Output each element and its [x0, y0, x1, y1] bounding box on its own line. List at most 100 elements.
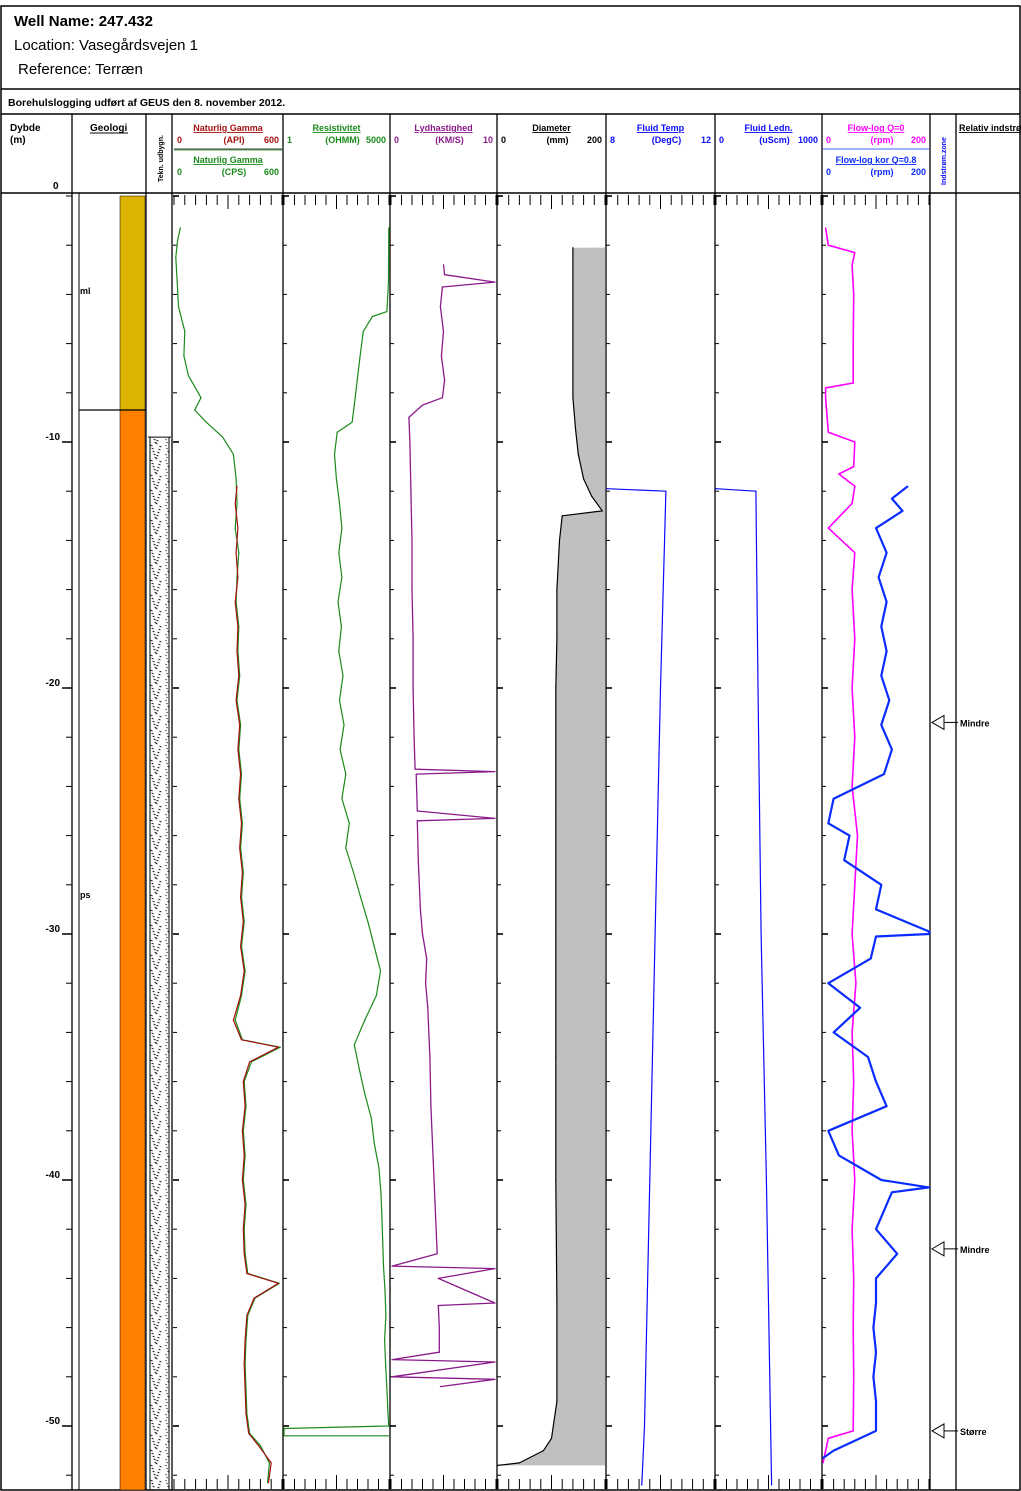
flow-cor-title: Flow-log kor Q=0.8: [836, 155, 917, 165]
point-gamma-api: [240, 896, 242, 898]
point-resistivity: [335, 478, 337, 480]
point-flow-cor: [827, 822, 829, 824]
point-resistivity: [360, 896, 362, 898]
point-resistivity: [338, 502, 341, 505]
point-fluid-temp: [641, 1484, 643, 1486]
point-resistivity: [364, 1019, 366, 1021]
point-gamma-cps: [236, 502, 238, 505]
point-flow-cor: [822, 1457, 824, 1459]
point-flow-cor: [891, 498, 893, 500]
point-flow-cor: [901, 510, 904, 512]
point-flow: [851, 1228, 853, 1230]
point-sonic: [391, 1359, 393, 1361]
depth-title: Dybde: [10, 123, 41, 134]
point-flow: [854, 736, 856, 738]
point-gamma-api: [238, 675, 240, 677]
point-gamma-api: [249, 1061, 251, 1063]
point-resistivity: [353, 404, 355, 406]
point-resistivity: [345, 847, 347, 849]
point-flow: [853, 466, 855, 468]
point-gamma-cps: [240, 724, 242, 726]
point-gamma-cps: [183, 355, 185, 357]
point-flow-cor: [880, 1179, 882, 1181]
point-flow-cor: [870, 958, 872, 960]
point-resistivity: [343, 724, 345, 726]
point-resistivity: [359, 355, 361, 357]
point-gamma-api: [232, 1019, 234, 1021]
sheet-border: [0, 5, 1021, 1491]
point-diameter: [555, 810, 557, 812]
point-resistivity: [371, 315, 373, 318]
point-flow-cor: [875, 1228, 877, 1230]
point-gamma-api: [270, 1462, 272, 1464]
point-flow-cor: [875, 1430, 877, 1432]
flow-cor-min: 0: [826, 167, 831, 177]
point-sonic: [412, 638, 414, 640]
point-gamma-api: [245, 1413, 247, 1415]
point-sonic: [391, 1376, 393, 1378]
point-gamma-cps: [194, 409, 196, 411]
log-tracks: -10 -20 -30 -40 -50 ml ps Mindre Mindre Større: [46, 193, 990, 1491]
point-sonic: [438, 1351, 440, 1353]
point-diameter: [556, 1400, 558, 1402]
point-fluid-cond: [765, 1179, 768, 1181]
inflow-label: Større: [960, 1427, 987, 1437]
point-sonic: [410, 490, 412, 492]
point-sonic: [414, 768, 416, 770]
point-gamma-cps: [177, 306, 180, 308]
point-resistivity: [379, 970, 382, 972]
point-flow: [854, 441, 856, 443]
point-resistivity: [378, 1167, 380, 1169]
location: Location: Vasegårdsvejen 1: [14, 37, 198, 54]
point-sonic: [421, 933, 424, 935]
point-diameter: [518, 1462, 521, 1464]
point-flow: [851, 933, 853, 935]
point-resistivity: [283, 1435, 285, 1437]
point-flow: [825, 227, 827, 229]
point-flow: [851, 785, 853, 788]
point-flow-cor: [875, 1400, 877, 1402]
point-gamma-api: [239, 847, 241, 849]
point-flow: [854, 1179, 856, 1181]
point-gamma-api: [235, 552, 237, 554]
gamma-cps-min: 0: [177, 167, 182, 177]
gamma-cps-unit: (CPS): [222, 167, 247, 177]
point-gamma-api: [243, 1363, 245, 1366]
point-gamma-cps: [176, 281, 178, 283]
sonic-max: 10: [483, 135, 493, 145]
point-fluid-cond: [771, 1484, 773, 1486]
point-sonic: [434, 1204, 436, 1206]
point-sonic: [494, 817, 496, 820]
point-resistivity: [338, 699, 341, 701]
point-flow-cor: [875, 1351, 877, 1353]
fluid-temp-min: 8: [610, 135, 615, 145]
geology-unit-ps: [119, 409, 146, 1491]
point-gamma-cps: [238, 552, 240, 554]
sonic-title: Lydhastighed: [414, 123, 472, 133]
point-sonic: [416, 820, 418, 822]
point-gamma-cps: [184, 330, 186, 332]
point-flow-cor: [886, 1105, 888, 1107]
geology-unit-ml: [119, 195, 146, 411]
point-sonic: [419, 908, 421, 911]
point-fluid-cond: [760, 933, 762, 935]
point-flow: [825, 387, 827, 389]
gamma-api-unit: (API): [224, 135, 245, 145]
well-name: Well Name: 247.432: [14, 13, 153, 30]
point-gamma-cps: [238, 625, 240, 628]
point-flow-cor: [872, 1327, 875, 1329]
point-gamma-cps: [177, 239, 179, 241]
point-sonic: [430, 1105, 432, 1107]
point-resistivity: [353, 1044, 355, 1046]
depth-tick-label: -50: [46, 1416, 61, 1427]
depth-tick-label: -20: [46, 678, 61, 689]
point-gamma-api: [277, 1282, 279, 1284]
point-sonic: [421, 404, 424, 406]
point-gamma-api: [240, 945, 242, 947]
point-resistivity: [373, 945, 375, 947]
point-flow-cor: [891, 1191, 893, 1193]
point-gamma-api: [243, 1154, 245, 1156]
point-sonic: [428, 1031, 430, 1033]
point-flow-cor: [833, 1450, 835, 1452]
point-flow-cor: [875, 1081, 877, 1083]
